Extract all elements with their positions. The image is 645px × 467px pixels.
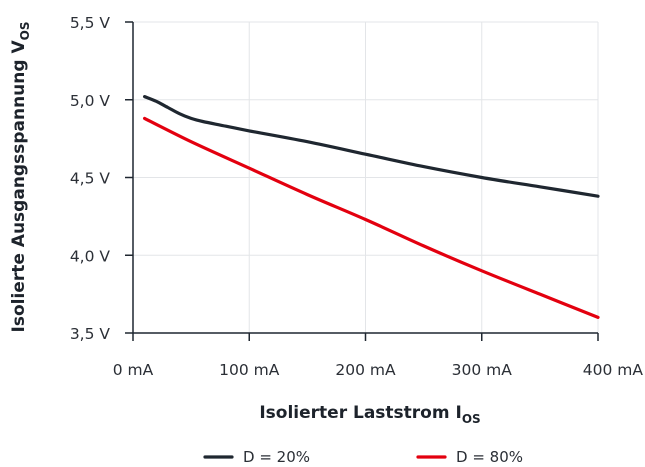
y-axis-title: Isolierte Ausgangsspannung VOS xyxy=(9,22,32,333)
series-line xyxy=(143,116,600,319)
y-axis-title-subscript: OS xyxy=(18,22,32,41)
series-lines xyxy=(143,95,600,319)
legend-label: D = 80% xyxy=(456,448,523,466)
axes xyxy=(125,21,599,341)
y-tick-label: 5,0 V xyxy=(70,92,111,110)
legend-label: D = 20% xyxy=(243,448,310,466)
legend-item: D = 20% xyxy=(203,448,310,466)
x-tick-label: 300 mA xyxy=(452,361,513,379)
y-axis-title-text: Isolierte Ausgangsspannung V xyxy=(9,40,29,333)
x-axis-title-subscript: OS xyxy=(462,412,481,426)
x-tick-label: 400 mA xyxy=(583,361,644,379)
series-line xyxy=(143,95,600,198)
y-tick-label: 3,5 V xyxy=(70,325,111,343)
x-tick-label: 200 mA xyxy=(335,361,396,379)
x-axis-title: Isolierter Laststrom IOS xyxy=(259,403,480,426)
x-axis-title-text: Isolierter Laststrom I xyxy=(259,403,461,423)
x-tick-label: 0 mA xyxy=(113,361,154,379)
y-tick-label: 5,5 V xyxy=(70,14,111,32)
y-tick-label: 4,0 V xyxy=(70,247,111,265)
legend: D = 20% D = 80% xyxy=(203,448,523,466)
legend-item: D = 80% xyxy=(416,448,523,466)
y-tick-label: 4,5 V xyxy=(70,170,111,188)
x-tick-label: 100 mA xyxy=(219,361,280,379)
grid xyxy=(133,21,599,333)
tick-labels: 3,5 V 4,0 V 4,5 V 5,0 V 5,5 V 0 mA 100 mA 200 m… xyxy=(70,14,644,379)
